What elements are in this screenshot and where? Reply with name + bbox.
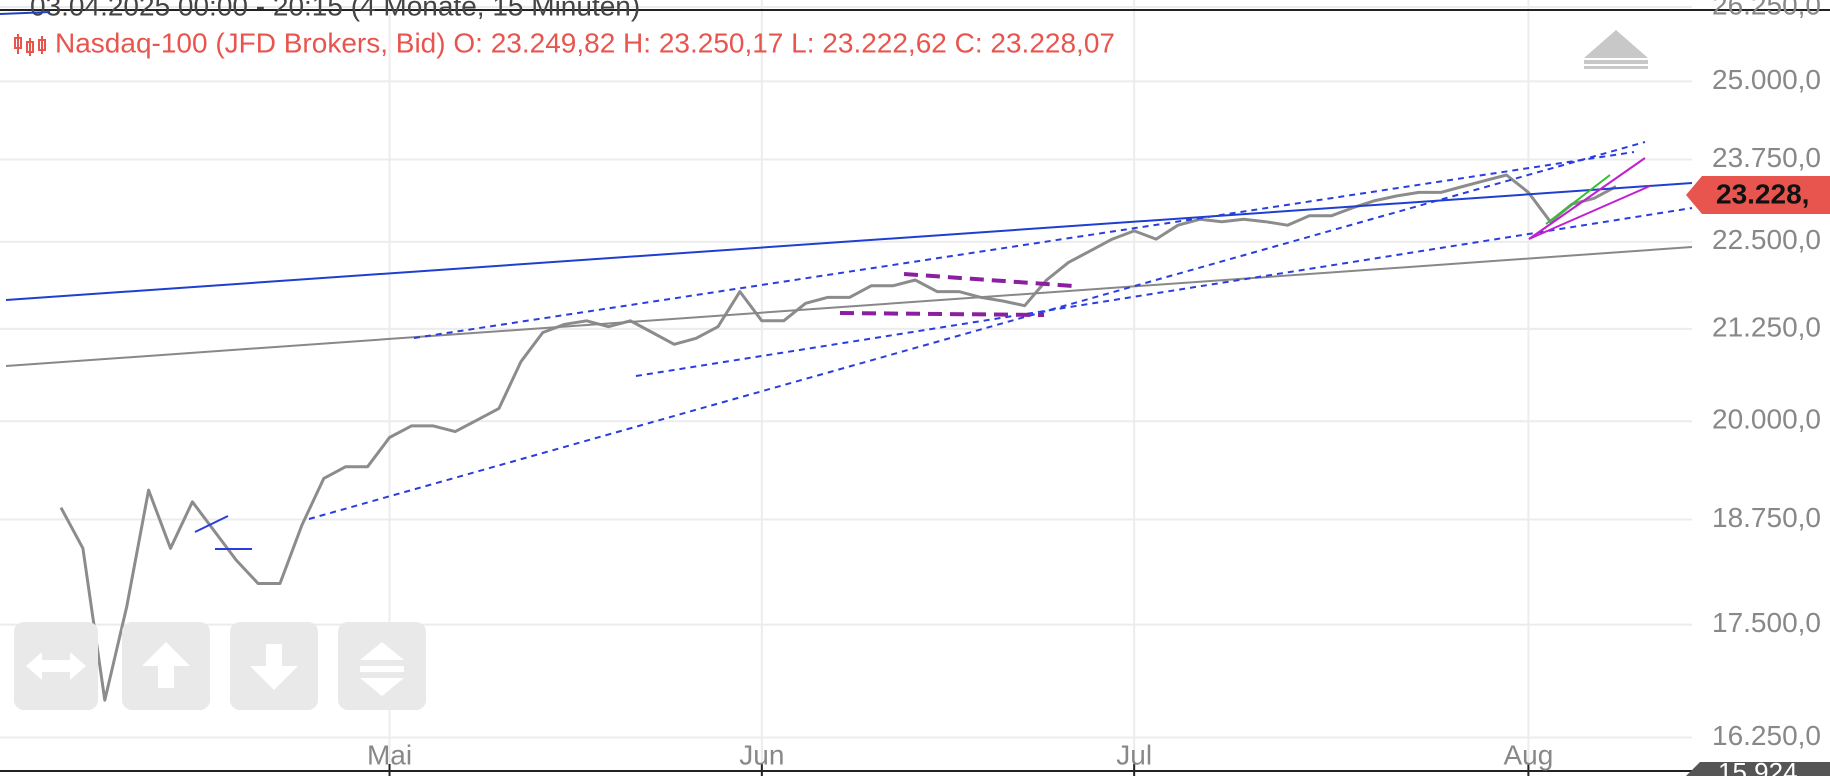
up-icon xyxy=(142,642,190,688)
x-tick-label: Aug xyxy=(1503,739,1553,770)
low-tag-text: 15.924 xyxy=(1718,757,1798,776)
y-tick-label: 18.750,0 xyxy=(1712,502,1821,533)
header-text: 03.04.2025 00:00 - 20:15 (4 Monate, 15 M… xyxy=(30,0,640,21)
y-tick-label: 23.750,0 xyxy=(1712,142,1821,173)
legend-icon xyxy=(14,34,46,56)
legend-text: Nasdaq-100 (JFD Brokers, Bid) O: 23.249,… xyxy=(55,27,1115,58)
pan-icon xyxy=(26,652,86,680)
plot xyxy=(59,173,1617,702)
y-tick-label: 21.250,0 xyxy=(1712,311,1821,342)
price-tag xyxy=(1686,176,1830,214)
y-tick-label: 22.500,0 xyxy=(1712,224,1821,255)
y-tick-label: 16.250,0 xyxy=(1712,720,1821,751)
drawing-line xyxy=(0,11,51,15)
low-tag xyxy=(1686,762,1830,776)
drawings xyxy=(5,141,1693,550)
y-tick-label: 17.500,0 xyxy=(1712,607,1821,638)
y-tick-label: 25.000,0 xyxy=(1712,64,1821,95)
y-tick-label: 20.000,0 xyxy=(1712,404,1821,435)
y-tick-label: 26.250,0 xyxy=(1712,0,1821,20)
collapse-icon[interactable] xyxy=(1584,30,1648,69)
price-line xyxy=(59,173,1617,702)
x-tick-label: Mai xyxy=(367,739,412,770)
x-tick-label: Jun xyxy=(739,739,784,770)
x-tick-label: Jul xyxy=(1116,739,1152,770)
price-tag-text: 23.228, xyxy=(1716,178,1809,209)
down-icon xyxy=(250,644,298,690)
tool-buttons xyxy=(14,622,426,710)
scale-icon xyxy=(360,642,404,696)
